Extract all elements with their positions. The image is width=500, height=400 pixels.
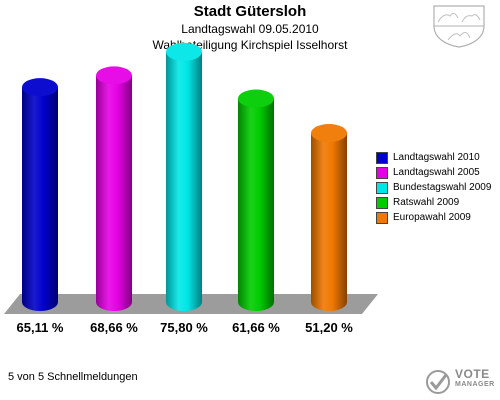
bar-1 xyxy=(22,78,58,312)
bar-cap xyxy=(311,124,347,143)
bar-5 xyxy=(311,124,347,311)
value-label-1: 65,11 % xyxy=(17,320,64,335)
bar-body xyxy=(238,98,274,311)
report-status: 5 von 5 Schnellmeldungen xyxy=(8,371,138,383)
legend-label: Europawahl 2009 xyxy=(393,212,471,223)
page-title: Stadt Gütersloh xyxy=(193,3,307,20)
bar-body xyxy=(311,133,347,311)
legend-item-5: Europawahl 2009 xyxy=(376,210,491,225)
bar-3 xyxy=(166,42,202,312)
legend-label: Ratswahl 2009 xyxy=(393,197,460,208)
legend-label: Landtagswahl 2005 xyxy=(393,167,480,178)
legend-swatch xyxy=(376,151,388,164)
value-label-2: 68,66 % xyxy=(90,320,138,335)
bar-body xyxy=(96,75,132,311)
legend-item-1: Landtagswahl 2010 xyxy=(376,150,491,165)
legend-item-2: Landtagswahl 2005 xyxy=(376,165,491,180)
legend-swatch xyxy=(376,196,388,209)
value-label-4: 61,66 % xyxy=(232,320,280,335)
bar-body xyxy=(166,51,202,312)
bar-2 xyxy=(96,66,132,311)
legend-swatch xyxy=(376,181,388,194)
bar-cap xyxy=(96,66,132,85)
vote-manager-logo-icon xyxy=(426,370,450,394)
legend-swatch xyxy=(376,166,388,179)
bar-cap xyxy=(166,42,202,61)
legend-label: Bundestagswahl 2009 xyxy=(393,182,492,193)
logo-text-vote: VOTE xyxy=(455,367,490,381)
bar-cap xyxy=(238,89,274,108)
coat-of-arms-icon xyxy=(433,5,485,48)
bar-cap xyxy=(22,78,58,97)
legend-item-3: Bundestagswahl 2009 xyxy=(376,180,491,195)
legend-item-4: Ratswahl 2009 xyxy=(376,195,491,210)
turnout-subtitle: Wahlbeteiligung Kirchspiel Isselhorst xyxy=(152,38,348,52)
bar-body xyxy=(22,87,58,312)
election-subtitle: Landtagswahl 09.05.2010 xyxy=(181,22,319,36)
bar-4 xyxy=(238,89,274,311)
legend-label: Landtagswahl 2010 xyxy=(393,152,480,163)
legend-swatch xyxy=(376,211,388,224)
value-label-3: 75,80 % xyxy=(160,320,208,335)
logo-text-manager: MANAGER xyxy=(455,381,495,388)
value-label-5: 51,20 % xyxy=(305,320,353,335)
chart-legend: Landtagswahl 2010 Landtagswahl 2005 Bundes… xyxy=(376,150,491,225)
